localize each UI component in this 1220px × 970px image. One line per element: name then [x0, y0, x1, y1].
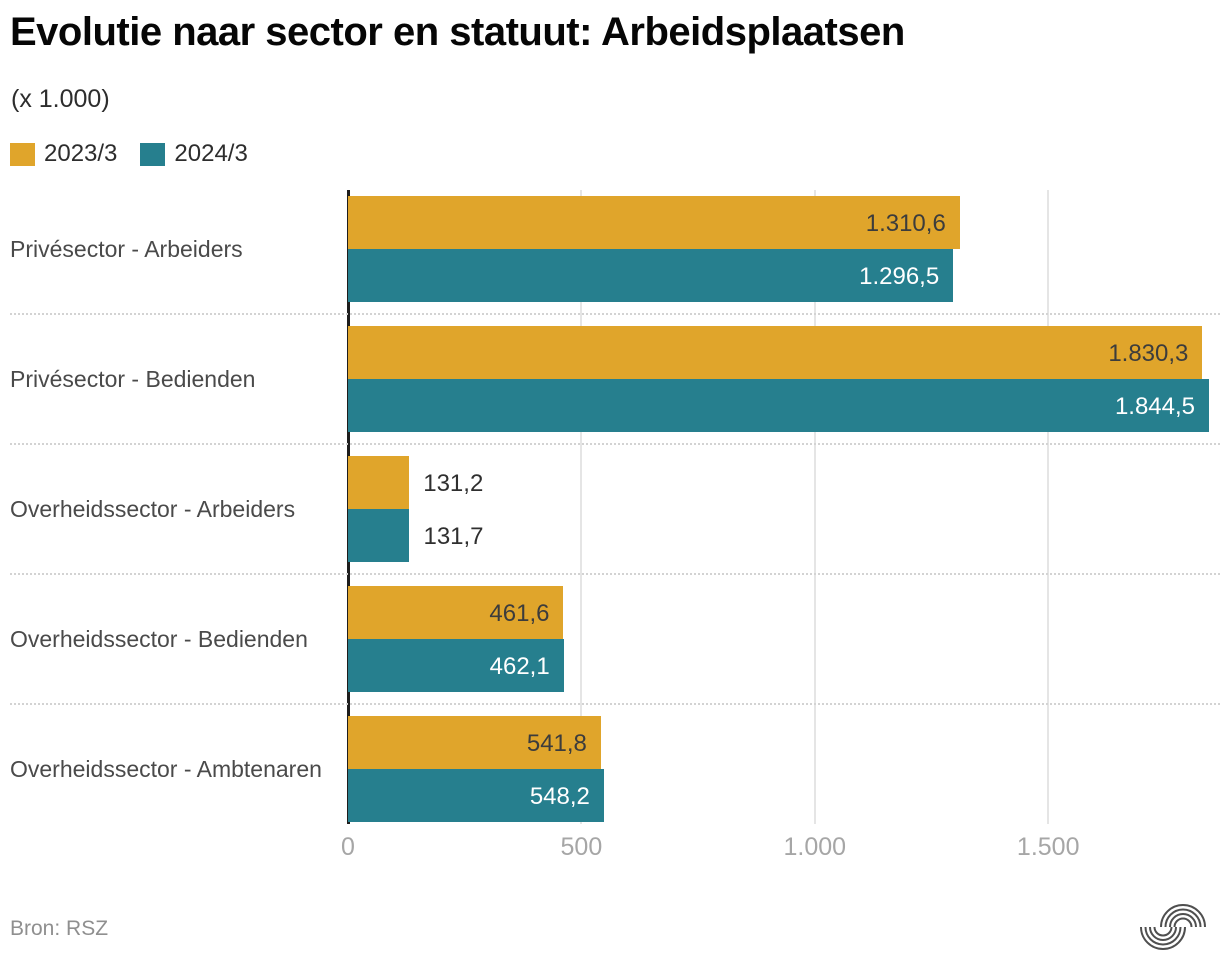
bar-2024-3: 462,1 [348, 639, 564, 692]
bar-2024-3: 1.296,5 [348, 249, 954, 302]
category-label: Overheidssector - Arbeiders [10, 495, 296, 522]
legend-item-2023-3: 2023/3 [10, 140, 117, 168]
gridline-1000 [813, 190, 816, 824]
value-label: 131,2 [423, 470, 484, 497]
gridline-1500 [1047, 190, 1050, 824]
chart-unit-label: (x 1.000) [11, 85, 110, 113]
statbel-logo-icon [1140, 904, 1206, 950]
category-label: Privésector - Bedienden [10, 365, 256, 392]
bar-pair: 1.830,3 1.844,5 [348, 326, 1220, 432]
x-axis-tick-0: 0 [341, 833, 355, 861]
bar-chart: Privésector - Arbeiders 1.310,6 1.296,5 Pri… [0, 184, 1220, 834]
bar-pair: 131,2 131,7 [348, 456, 1220, 562]
legend-swatch-2024-3 [140, 142, 166, 166]
category-group: Overheidssector - Ambtenaren 541,8 548,2 [0, 704, 1220, 834]
bar-pair: 541,8 548,2 [348, 716, 1220, 822]
legend: 2023/3 2024/3 [10, 140, 248, 168]
category-group: Privésector - Arbeiders 1.310,6 1.296,5 [0, 184, 1220, 314]
legend-swatch-2023-3 [10, 142, 35, 166]
x-axis-tick-500: 500 [560, 833, 603, 861]
x-axis-tick-1000: 1.000 [783, 833, 847, 861]
value-label: 461,6 [489, 600, 550, 627]
bar-2024-3: 548,2 [348, 769, 604, 822]
group-separator [10, 443, 1220, 445]
bar-pair: 1.310,6 1.296,5 [348, 196, 1220, 302]
bar-2023-3: 461,6 [348, 586, 564, 639]
legend-label-2024-3: 2024/3 [174, 140, 248, 167]
bar-2023-3: 1.310,6 [348, 196, 960, 249]
category-group: Overheidssector - Bedienden 461,6 462,1 [0, 574, 1220, 704]
bar-pair: 461,6 462,1 [348, 586, 1220, 692]
category-label: Overheidssector - Ambtenaren [10, 755, 322, 782]
value-label: 131,7 [423, 523, 484, 550]
value-label: 1.296,5 [859, 263, 940, 290]
bar-2024-3 [348, 509, 410, 562]
bar-2023-3: 541,8 [348, 716, 601, 769]
bar-2024-3: 1.844,5 [348, 379, 1210, 432]
chart-title: Evolutie naar sector en statuut: Arbeids… [10, 10, 905, 54]
bar-2023-3: 1.830,3 [348, 326, 1203, 379]
value-label: 1.830,3 [1108, 340, 1189, 367]
category-label: Overheidssector - Bedienden [10, 625, 308, 652]
value-label: 548,2 [529, 783, 590, 810]
category-group: Overheidssector - Arbeiders 131,2 131,7 [0, 444, 1220, 574]
gridline-500 [580, 190, 583, 824]
bar-2023-3 [348, 456, 410, 509]
value-label: 1.844,5 [1114, 393, 1196, 420]
source-note: Bron: RSZ [10, 917, 109, 940]
value-label: 541,8 [526, 730, 587, 757]
x-axis-tick-1500: 1.500 [1016, 833, 1080, 861]
group-separator [10, 573, 1220, 575]
category-group: Privésector - Bedienden 1.830,3 1.844,5 [0, 314, 1220, 444]
value-label: 1.310,6 [865, 210, 946, 237]
group-separator [10, 703, 1220, 705]
legend-label-2023-3: 2023/3 [44, 140, 118, 167]
legend-item-2024-3: 2024/3 [140, 140, 248, 168]
value-label: 462,1 [489, 653, 550, 680]
group-separator [10, 313, 1220, 315]
category-label: Privésector - Arbeiders [10, 235, 243, 262]
